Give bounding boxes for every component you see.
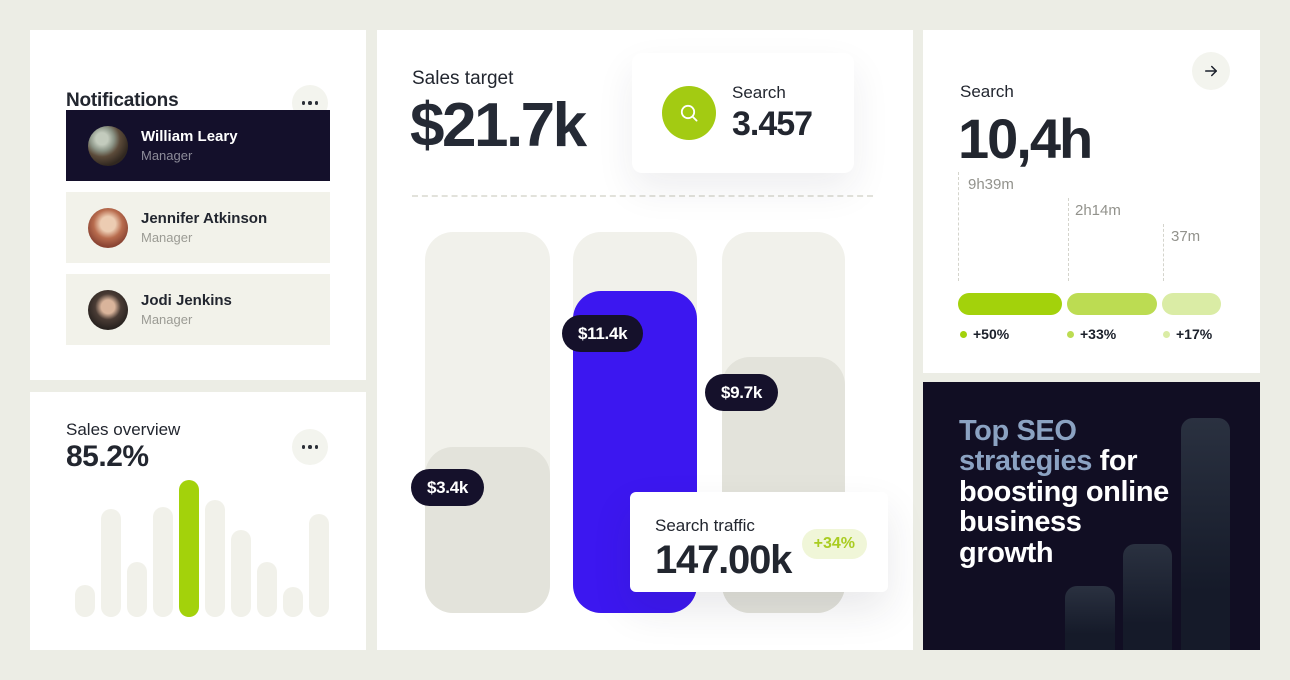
- dashed-guide: [1163, 224, 1164, 281]
- traffic-change-badge: +34%: [801, 529, 867, 559]
- change-stat: +17%: [1163, 326, 1212, 342]
- sales-target-value: $21.7k: [410, 91, 587, 160]
- overview-bar: [205, 500, 225, 617]
- seo-heading-highlight: Top SEO strategies: [959, 415, 1093, 478]
- overview-bar: [127, 562, 147, 617]
- decorative-chart-bar: [1181, 418, 1230, 650]
- traffic-label: Search traffic: [655, 516, 755, 535]
- change-stat: +33%: [1067, 326, 1116, 342]
- dashed-separator: [412, 195, 873, 197]
- person-role: Manager: [141, 148, 193, 163]
- decorative-chart-bar: [1065, 586, 1115, 650]
- ellipsis-icon: [301, 101, 306, 105]
- overview-bar: [75, 585, 95, 617]
- legend-dot: [960, 330, 967, 338]
- sales-overview-value: 85.2%: [66, 440, 149, 473]
- overview-bar: [283, 587, 303, 617]
- notification-item[interactable]: William Leary Manager: [66, 110, 330, 181]
- duration-label: 37m: [1171, 228, 1201, 245]
- duration-bar: [1162, 293, 1221, 315]
- legend-dot: [1067, 330, 1074, 338]
- open-search-button[interactable]: [1192, 52, 1230, 90]
- search-stat-widget: Search 3.457: [632, 53, 854, 173]
- seo-banner-heading: Top SEO strategies for boosting online b…: [959, 416, 1177, 568]
- person-name: Jodi Jenkins: [141, 292, 232, 309]
- avatar: [88, 207, 128, 248]
- overview-bar: [153, 507, 173, 617]
- search-time-value: 10,4h: [958, 107, 1093, 170]
- notification-item[interactable]: Jodi Jenkins Manager: [66, 274, 330, 345]
- search-time-title: Search: [960, 82, 1014, 101]
- sales-overview-menu-button[interactable]: [292, 429, 328, 465]
- overview-bar: [309, 514, 329, 617]
- search-time-card: Search 10,4h 9h39m 2h14m 37m +50% +33% +…: [923, 30, 1260, 373]
- sales-target-title: Sales target: [412, 68, 514, 89]
- search-traffic-widget: Search traffic 147.00k +34%: [630, 492, 888, 592]
- person-name: Jennifer Atkinson: [141, 210, 268, 227]
- notifications-title: Notifications: [66, 90, 179, 111]
- value-pill: $11.4k: [562, 315, 644, 352]
- notification-item[interactable]: Jennifer Atkinson Manager: [66, 192, 330, 263]
- ellipsis-icon: [301, 445, 306, 449]
- search-widget-value: 3.457: [732, 104, 813, 143]
- notifications-card: Notifications William Leary Manager Jenn…: [30, 30, 366, 380]
- sales-overview-chart: [75, 477, 329, 617]
- person-role: Manager: [141, 230, 193, 245]
- sales-overview-title: Sales overview: [66, 420, 181, 439]
- overview-bar-highlight: [179, 480, 199, 617]
- duration-bar: [958, 293, 1062, 315]
- search-widget-label: Search: [732, 82, 786, 102]
- change-stat: +50%: [960, 326, 1009, 342]
- seo-heading-rest: for boosting online business growth: [959, 445, 1169, 569]
- notifications-list: William Leary Manager Jennifer Atkinson …: [66, 110, 330, 345]
- search-icon: [662, 86, 716, 140]
- avatar: [88, 289, 128, 330]
- overview-bar: [257, 562, 277, 617]
- dashed-guide: [958, 172, 959, 281]
- arrow-right-icon: [1205, 65, 1217, 77]
- duration-bar: [1067, 293, 1157, 315]
- traffic-value: 147.00k: [655, 538, 792, 582]
- value-pill: $9.7k: [705, 374, 779, 411]
- dashed-guide: [1068, 198, 1069, 281]
- decorative-chart-bar: [1123, 544, 1172, 650]
- legend-dot: [1163, 330, 1170, 338]
- chart-track: [425, 232, 550, 613]
- duration-label: 9h39m: [968, 176, 1014, 193]
- value-pill: $3.4k: [411, 469, 485, 506]
- overview-bar: [101, 509, 121, 617]
- sales-overview-card: Sales overview 85.2%: [30, 392, 366, 650]
- seo-banner-card[interactable]: Top SEO strategies for boosting online b…: [923, 382, 1260, 650]
- overview-bar: [231, 530, 251, 617]
- person-name: William Leary: [141, 128, 238, 145]
- person-role: Manager: [141, 312, 193, 327]
- sales-target-card: Sales target $21.7k Search 3.457 $3.4k $…: [377, 30, 913, 650]
- duration-label: 2h14m: [1075, 202, 1121, 219]
- avatar: [88, 125, 128, 166]
